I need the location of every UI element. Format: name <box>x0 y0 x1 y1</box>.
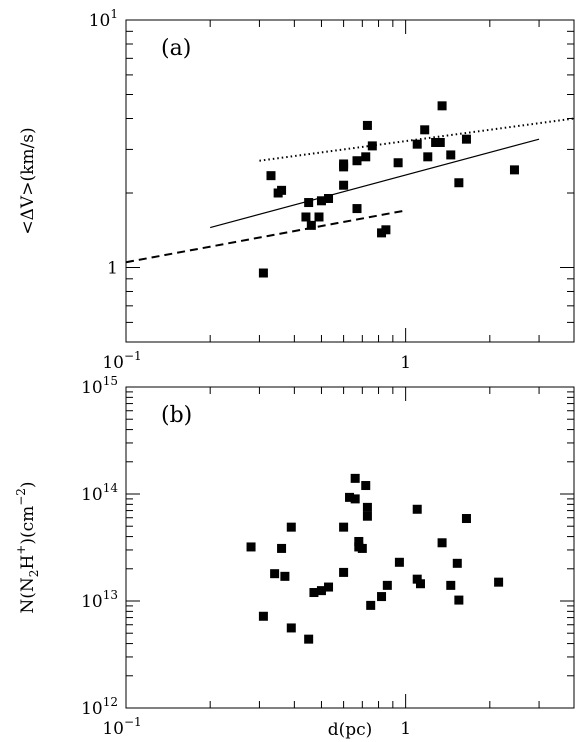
data-point-b <box>339 522 349 532</box>
data-point-a <box>509 165 519 175</box>
fit-line-dashed <box>126 209 406 264</box>
data-point-a <box>362 120 372 130</box>
data-point-b <box>339 567 349 577</box>
data-point-a <box>423 152 433 162</box>
data-point-b <box>394 557 404 567</box>
data-point-a <box>339 180 349 190</box>
data-point-a <box>306 220 316 230</box>
x-axis-title-b: d(pc) <box>328 720 373 740</box>
data-point-b <box>277 543 287 553</box>
data-point-b <box>350 494 360 504</box>
data-point-b <box>350 473 360 483</box>
data-point-b <box>382 580 392 590</box>
data-point-b <box>412 504 422 514</box>
y-tick-label-b: 1013 <box>81 588 118 612</box>
data-point-b <box>324 582 334 592</box>
data-point-a <box>393 158 403 168</box>
data-point-a <box>266 171 276 181</box>
data-point-a <box>316 196 326 206</box>
data-point-b <box>415 579 425 589</box>
data-point-b <box>354 536 364 546</box>
data-point-b <box>246 542 256 552</box>
data-point-a <box>381 225 391 235</box>
x-tick-label-a: 10−1 <box>102 349 141 373</box>
data-point-a <box>314 212 324 222</box>
data-point-a <box>258 268 268 278</box>
y-tick-label-b: 1015 <box>81 374 118 398</box>
data-point-b <box>258 611 268 621</box>
data-point-b <box>454 595 464 605</box>
data-point-a <box>324 194 334 204</box>
data-point-b <box>362 502 372 512</box>
x-tick-label-a: 1 <box>400 353 411 373</box>
fit-line-dotted <box>259 117 574 162</box>
data-point-a <box>301 212 311 222</box>
data-point-b <box>437 538 447 548</box>
x-tick-label-b: 1 <box>400 719 411 739</box>
data-point-b <box>286 623 296 633</box>
y-tick-label-a: 1 <box>107 258 118 278</box>
panel-b-plot: 10−1 1 1012 1013 1014 1015 (b) N(N2H+)(cm−2) d(p… <box>14 374 575 740</box>
data-point-a <box>277 185 287 195</box>
data-point-b <box>309 588 319 598</box>
data-point-b <box>357 543 367 553</box>
data-point-b <box>304 634 314 644</box>
data-point-b <box>270 569 280 579</box>
data-point-b <box>494 577 504 587</box>
data-point-b <box>412 574 422 584</box>
data-point-a <box>339 159 349 169</box>
data-point-b <box>362 511 372 521</box>
plot-frame-b <box>125 386 575 709</box>
data-point-a <box>446 150 456 160</box>
fit-line-solid <box>210 138 540 229</box>
data-point-b <box>345 492 355 502</box>
data-point-a <box>454 178 464 188</box>
data-point-a <box>361 152 371 162</box>
data-point-b <box>461 514 471 524</box>
data-point-b <box>361 481 371 491</box>
data-point-b <box>366 600 376 610</box>
data-point-a <box>304 198 314 208</box>
panel-label-b: (b) <box>161 403 192 428</box>
data-point-a <box>367 141 377 151</box>
data-point-b <box>280 571 290 581</box>
data-point-a <box>437 101 447 111</box>
data-point-b <box>316 586 326 596</box>
plot-frame-a <box>125 19 575 343</box>
data-point-a <box>431 137 441 147</box>
y-tick-label-a: 101 <box>89 7 118 31</box>
data-point-a <box>420 125 430 135</box>
data-point-a <box>461 134 471 144</box>
panel-label-a: (a) <box>161 36 191 61</box>
y-axis-title-b: N(N2H+)(cm−2) <box>14 481 41 613</box>
data-point-b <box>377 592 387 602</box>
data-point-a <box>435 137 445 147</box>
data-point-b <box>446 580 456 590</box>
x-tick-label-b: 10−1 <box>102 715 141 739</box>
data-point-a <box>352 156 362 166</box>
data-point-a <box>412 139 422 149</box>
y-axis-title-a: <ΔV>(km/s) <box>18 127 38 234</box>
data-point-b <box>452 558 462 568</box>
y-tick-label-b: 1012 <box>81 695 118 719</box>
data-point-b <box>286 522 296 532</box>
panel-a-plot: 10−1 1 1 101 (a) <ΔV>(km/s) <box>18 7 575 373</box>
data-point-a <box>352 204 362 214</box>
y-tick-label-b: 1014 <box>81 481 118 505</box>
